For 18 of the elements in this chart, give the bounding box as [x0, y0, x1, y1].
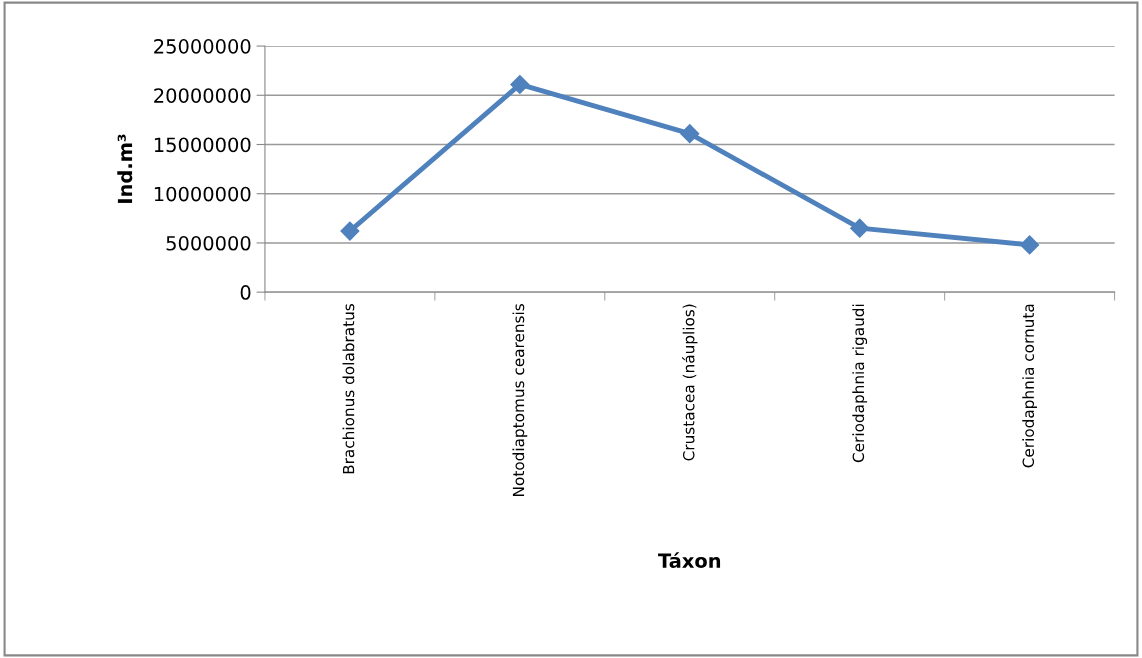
x-tick-label: Crustacea (náuplios) — [682, 304, 698, 461]
point — [680, 124, 700, 144]
x-tick-label: Ceriodaphnia cornuta — [1022, 304, 1038, 468]
x-tick-label: Ceriodaphnia rigaudi — [852, 304, 868, 463]
x-axis-title: Táxon — [658, 552, 721, 569]
point — [510, 74, 530, 94]
point — [1020, 235, 1040, 255]
point — [340, 221, 360, 241]
y-tick-label: 0 — [240, 285, 251, 300]
y-tick-label: 25000000 — [154, 39, 251, 54]
y-tick-label: 20000000 — [154, 88, 251, 103]
x-tick-label: Brachionus dolabratus — [342, 304, 355, 474]
x-tick-label: Notodiaptomus cearensis — [512, 304, 528, 496]
y-tick-label: 15000000 — [154, 137, 251, 153]
point — [850, 218, 870, 238]
y-tick-label: 5000000 — [166, 235, 251, 251]
y-tick-label: 10000000 — [154, 186, 251, 202]
y-axis-title: Ind.m³ — [117, 134, 133, 203]
